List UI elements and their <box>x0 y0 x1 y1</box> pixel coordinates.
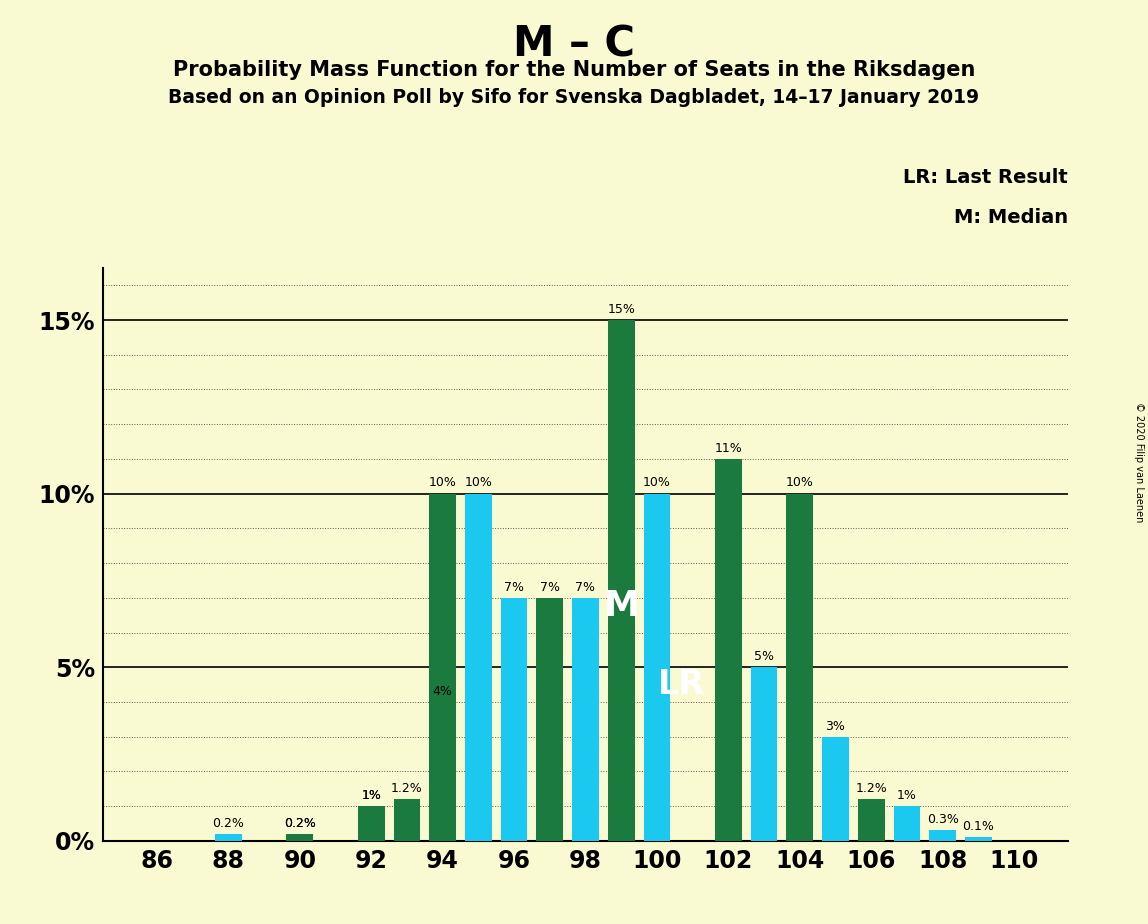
Text: M – C: M – C <box>513 23 635 65</box>
Text: Probability Mass Function for the Number of Seats in the Riksdagen: Probability Mass Function for the Number… <box>173 60 975 80</box>
Bar <box>858 799 885 841</box>
Bar <box>536 598 564 841</box>
Bar <box>429 702 456 841</box>
Text: M: M <box>603 590 639 624</box>
Text: 0.2%: 0.2% <box>284 817 316 830</box>
Text: 4%: 4% <box>433 685 452 698</box>
Bar <box>286 833 313 841</box>
Text: 15%: 15% <box>607 303 635 316</box>
Text: 7%: 7% <box>575 580 596 593</box>
Bar <box>965 837 992 841</box>
Text: 7%: 7% <box>540 580 560 593</box>
Text: M: Median: M: Median <box>954 208 1068 226</box>
Bar <box>644 493 670 841</box>
Text: © 2020 Filip van Laenen: © 2020 Filip van Laenen <box>1134 402 1143 522</box>
Bar <box>893 806 921 841</box>
Bar <box>358 806 385 841</box>
Bar <box>358 806 385 841</box>
Text: 0.2%: 0.2% <box>212 817 245 830</box>
Text: 1%: 1% <box>362 789 381 802</box>
Bar <box>786 493 813 841</box>
Text: 10%: 10% <box>643 477 670 490</box>
Text: 1%: 1% <box>897 789 917 802</box>
Text: 0.3%: 0.3% <box>926 813 959 826</box>
Bar <box>822 736 848 841</box>
Text: 7%: 7% <box>504 580 523 593</box>
Text: 10%: 10% <box>465 477 492 490</box>
Text: 1.2%: 1.2% <box>391 782 422 795</box>
Bar <box>465 493 491 841</box>
Bar <box>286 833 313 841</box>
Text: 0.1%: 0.1% <box>962 821 994 833</box>
Bar <box>572 598 599 841</box>
Text: 3%: 3% <box>825 720 845 733</box>
Bar <box>607 320 635 841</box>
Text: 1.2%: 1.2% <box>855 782 887 795</box>
Text: 11%: 11% <box>714 442 743 455</box>
Bar <box>501 598 527 841</box>
Bar <box>394 799 420 841</box>
Text: 5%: 5% <box>754 650 774 663</box>
Bar <box>929 831 956 841</box>
Text: 10%: 10% <box>786 477 814 490</box>
Text: 0.2%: 0.2% <box>284 817 316 830</box>
Bar <box>715 459 742 841</box>
Text: LR: Last Result: LR: Last Result <box>902 168 1068 187</box>
Text: 1%: 1% <box>362 789 381 802</box>
Text: LR: LR <box>658 668 706 701</box>
Bar <box>215 833 242 841</box>
Bar <box>751 667 777 841</box>
Text: 10%: 10% <box>428 477 457 490</box>
Text: Based on an Opinion Poll by Sifo for Svenska Dagbladet, 14–17 January 2019: Based on an Opinion Poll by Sifo for Sve… <box>169 88 979 107</box>
Bar <box>429 493 456 841</box>
